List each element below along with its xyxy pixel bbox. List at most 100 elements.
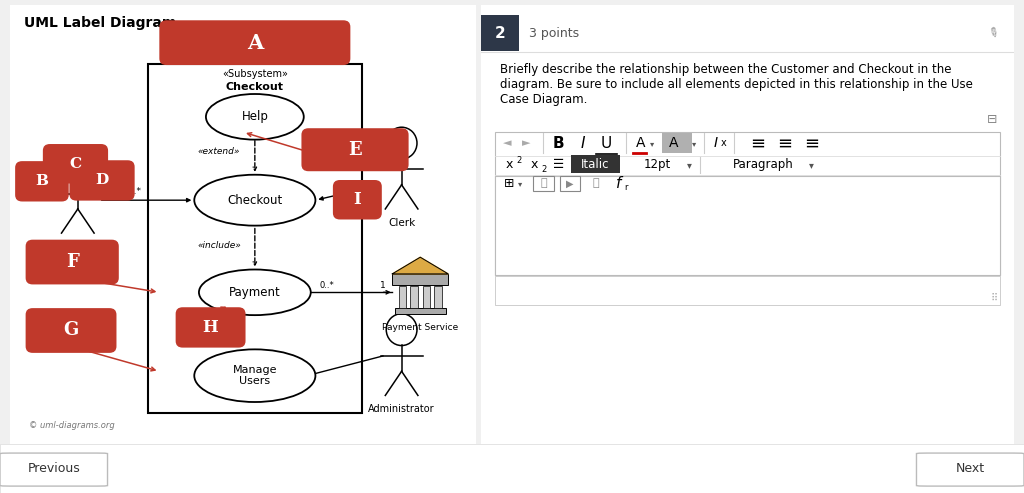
Text: 2: 2 [495,26,505,40]
Text: ⠿: ⠿ [990,293,997,303]
FancyBboxPatch shape [392,274,449,285]
Bar [394,308,445,314]
FancyBboxPatch shape [70,160,134,201]
Text: I: I [353,191,361,208]
Text: C: C [70,157,82,171]
Text: ≡: ≡ [804,134,819,152]
Text: f: f [616,176,622,191]
Text: ≡: ≡ [751,134,766,152]
Text: x: x [505,158,513,171]
Text: ▾: ▾ [692,139,696,147]
Text: I: I [714,136,718,150]
Text: Case Diagram.: Case Diagram. [500,93,588,106]
Text: Next: Next [955,462,985,475]
Text: Manage
Users: Manage Users [232,365,278,387]
Text: Payment: Payment [229,286,281,299]
FancyBboxPatch shape [301,128,409,171]
Text: Italic: Italic [581,158,609,171]
FancyBboxPatch shape [481,15,518,51]
Bar [411,286,418,308]
Text: ▾: ▾ [517,179,522,188]
Ellipse shape [62,151,93,183]
Text: Help: Help [242,110,268,123]
Text: 🔗: 🔗 [593,178,599,188]
Bar [434,286,441,308]
Text: 🖼: 🖼 [541,178,547,188]
Text: F: F [66,253,79,271]
Text: Checkout: Checkout [227,194,283,207]
FancyBboxPatch shape [495,276,1000,306]
FancyBboxPatch shape [495,132,1000,275]
Text: diagram. Be sure to include all elements depicted in this relationship in the Us: diagram. Be sure to include all elements… [500,78,973,91]
Text: ≡: ≡ [777,134,793,152]
FancyBboxPatch shape [0,453,108,486]
Text: 3 points: 3 points [529,27,580,39]
Text: r: r [625,182,628,191]
Bar [423,286,430,308]
Ellipse shape [386,127,417,159]
FancyBboxPatch shape [481,5,1014,444]
Text: G: G [63,321,79,340]
Text: UML Label Diagram: UML Label Diagram [25,16,176,30]
FancyBboxPatch shape [10,5,476,444]
FancyBboxPatch shape [26,240,119,284]
Text: ✎: ✎ [985,25,1000,41]
Text: 2: 2 [516,156,521,165]
Text: H: H [203,319,218,336]
Ellipse shape [386,314,417,346]
Text: 1..*: 1..* [126,187,141,196]
Text: x: x [721,138,727,148]
Bar [398,286,407,308]
Text: ▾: ▾ [686,160,691,170]
Text: Payment Service: Payment Service [382,323,459,332]
Text: ⊞: ⊞ [504,177,514,190]
FancyBboxPatch shape [43,144,109,183]
FancyBboxPatch shape [333,180,382,219]
Text: B: B [553,136,564,151]
Text: 0..*: 0..* [319,281,335,290]
Text: © uml-diagrams.org: © uml-diagrams.org [29,422,115,430]
Ellipse shape [195,175,315,226]
FancyBboxPatch shape [176,307,246,348]
Text: «extend»: «extend» [198,147,241,156]
Text: Customer: Customer [52,242,103,252]
Polygon shape [392,257,449,274]
Text: A: A [670,136,679,150]
Ellipse shape [195,350,315,402]
Text: U: U [601,136,612,151]
Text: ◄: ◄ [503,138,511,148]
Text: x: x [530,158,539,171]
Text: Previous: Previous [28,462,80,475]
Text: ☰: ☰ [553,158,564,171]
Text: Clerk: Clerk [388,218,416,228]
Text: ▾: ▾ [649,139,653,147]
Text: «include»: «include» [197,241,241,249]
FancyBboxPatch shape [495,176,1000,275]
FancyBboxPatch shape [570,155,620,174]
Text: Paragraph: Paragraph [733,158,794,171]
FancyBboxPatch shape [663,134,691,153]
Text: 2: 2 [542,165,547,174]
Bar [147,64,362,413]
FancyBboxPatch shape [26,308,117,353]
Text: ▶: ▶ [566,178,574,188]
FancyBboxPatch shape [160,20,350,65]
Text: I: I [581,136,585,151]
Ellipse shape [206,94,304,140]
Text: A: A [636,136,646,150]
Text: Checkout: Checkout [226,82,284,92]
Text: «Subsystem»: «Subsystem» [222,69,288,78]
Text: B: B [36,175,48,188]
Text: Administrator: Administrator [369,404,435,414]
FancyBboxPatch shape [15,161,69,202]
Text: ⊟: ⊟ [987,112,997,126]
Text: 1: 1 [380,281,386,290]
FancyBboxPatch shape [534,176,554,191]
Text: E: E [348,141,361,159]
Text: A: A [247,33,263,53]
Ellipse shape [199,270,310,315]
Text: 12pt: 12pt [643,158,671,171]
FancyBboxPatch shape [916,453,1024,486]
Text: Briefly describe the relationship between the Customer and Checkout in the: Briefly describe the relationship betwee… [500,63,951,76]
FancyBboxPatch shape [560,176,581,191]
